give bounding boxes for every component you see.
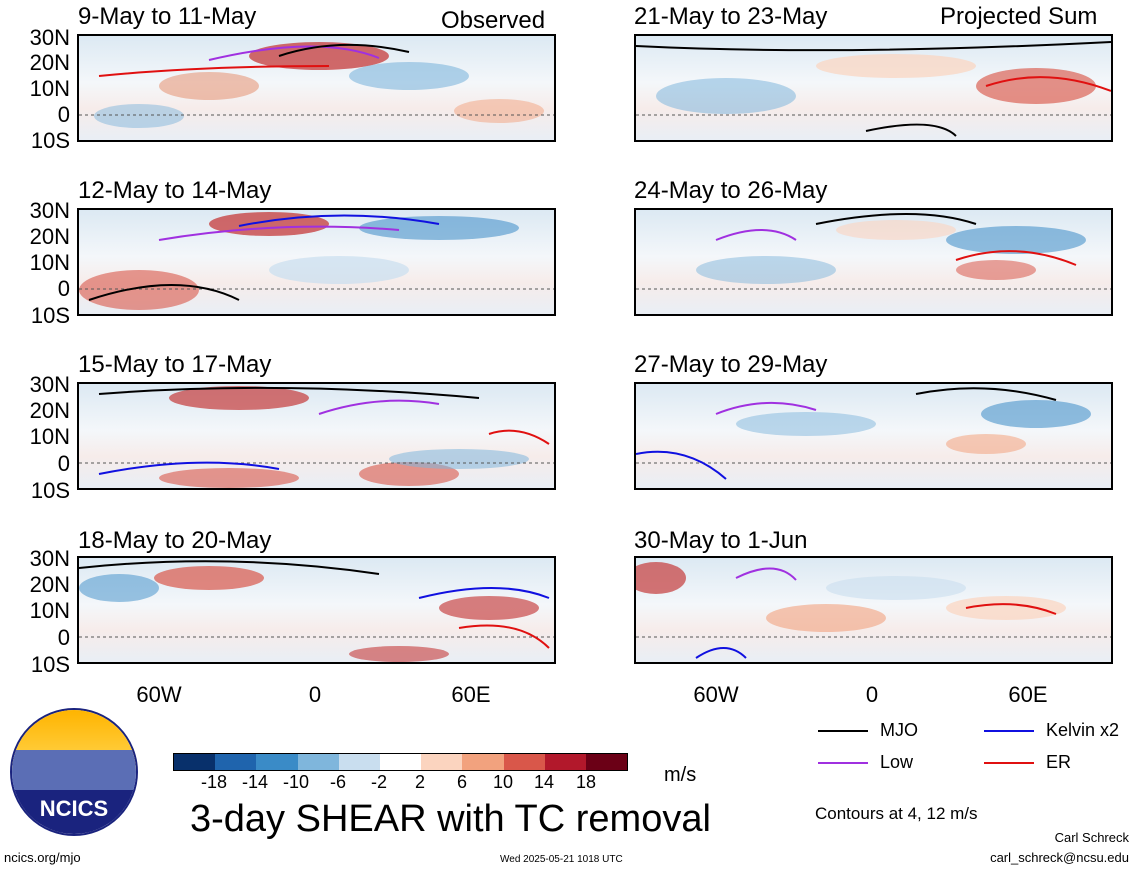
lat-label-10s: 10S	[30, 303, 70, 328]
colorbar-swatch	[544, 754, 586, 770]
colorbar-label: 10	[492, 772, 514, 792]
panel-7-overlay	[636, 387, 1111, 480]
colorbar-label: -6	[329, 772, 346, 792]
map-panel-3	[77, 382, 556, 490]
colorbar-swatch	[215, 754, 257, 770]
map-panel-6	[634, 208, 1113, 316]
lat-label-20n: 20N	[29, 398, 70, 423]
lon-label-60w: 60W	[136, 682, 182, 707]
lat-label-20n: 20N	[29, 50, 70, 75]
colorbar-swatch	[338, 754, 380, 770]
map-panel-5	[634, 34, 1113, 142]
lat-label-0: 0	[57, 451, 70, 476]
lat-label-10n: 10N	[29, 250, 70, 275]
panel-title-7: 27-May to 29-May	[634, 351, 828, 378]
legend-low-label: Low	[880, 752, 914, 772]
colorbar-swatch	[256, 754, 298, 770]
lon-label-0: 0	[865, 682, 879, 707]
colorbar-swatch	[421, 754, 463, 770]
map-panel-1	[77, 34, 556, 142]
footer-author: Carl Schreck	[1054, 830, 1129, 845]
colorbar-swatch	[585, 754, 628, 770]
panel-5-overlay	[636, 41, 1111, 137]
colorbar-swatch	[379, 754, 422, 770]
panel-6-overlay	[636, 213, 1111, 290]
colorbar-label: 6	[456, 772, 467, 792]
colorbar-label: -2	[370, 772, 387, 792]
lat-label-30n: 30N	[29, 372, 70, 397]
panel-title-8: 30-May to 1-Jun	[634, 527, 808, 554]
contour-note: Contours at 4, 12 m/s	[815, 804, 978, 823]
colorbar-labels: -18 -14 -10 -6 -2 2 6 10 14 18	[173, 772, 628, 794]
panel-3-overlay	[79, 386, 554, 488]
panel-title-6: 24-May to 26-May	[634, 177, 828, 204]
ncics-logo: NCICS	[10, 708, 138, 836]
legend-mjo-label: MJO	[880, 720, 918, 740]
lon-label-60w: 60W	[693, 682, 739, 707]
legend-kelvin-label: Kelvin x2	[1046, 720, 1120, 740]
colorbar-swatch	[462, 754, 504, 770]
panel-4-overlay	[79, 560, 554, 662]
lat-label-30n: 30N	[29, 546, 70, 571]
map-panel-7	[634, 382, 1113, 490]
footer-email[interactable]: carl_schreck@ncsu.edu	[990, 850, 1129, 865]
legend-er-line	[984, 762, 1034, 764]
lat-label-10n: 10N	[29, 598, 70, 623]
lat-label-20n: 20N	[29, 572, 70, 597]
logo-mountains	[12, 750, 136, 790]
lat-label-30n: 30N	[29, 25, 70, 50]
colorbar-label: -14	[241, 772, 268, 792]
map-panel-4	[77, 556, 556, 664]
panel-title-2: 12-May to 14-May	[78, 177, 272, 204]
colorbar-label: -10	[282, 772, 309, 792]
lat-label-10s: 10S	[30, 478, 70, 503]
colorbar-label: 18	[575, 772, 597, 792]
colorbar-swatch	[297, 754, 339, 770]
colorbar	[173, 753, 628, 771]
map-panel-8	[634, 556, 1113, 664]
lat-label-10s: 10S	[30, 652, 70, 677]
legend-low-line	[818, 762, 868, 764]
legend-kelvin-line	[984, 730, 1034, 732]
lat-label-10s: 10S	[30, 128, 70, 153]
legend-mjo-line	[818, 730, 868, 732]
projected-sum-label: Projected Sum	[940, 3, 1098, 30]
colorbar-swatch	[503, 754, 545, 770]
colorbar-label: 2	[414, 772, 425, 792]
panel-title-4: 18-May to 20-May	[78, 527, 272, 554]
lon-label-60e: 60E	[1008, 682, 1048, 707]
footer-timestamp: Wed 2025-05-21 1018 UTC	[500, 854, 623, 865]
panel-title-5: 21-May to 23-May	[634, 3, 828, 30]
colorbar-label: -18	[200, 772, 227, 792]
lat-label-20n: 20N	[29, 224, 70, 249]
lat-label-10n: 10N	[29, 76, 70, 101]
lat-label-0: 0	[57, 102, 70, 127]
panel-2-overlay	[79, 212, 554, 310]
panel-title-1: 9-May to 11-May	[78, 3, 257, 30]
footer-site-link[interactable]: ncics.org/mjo	[4, 850, 81, 865]
main-title: 3-day SHEAR with TC removal	[190, 798, 711, 840]
map-panel-2	[77, 208, 556, 316]
lat-label-30n: 30N	[29, 198, 70, 223]
logo-text: NCICS	[12, 790, 136, 834]
colorbar-units: m/s	[664, 764, 697, 786]
panel-8-overlay	[636, 562, 1111, 659]
observed-label: Observed	[441, 7, 546, 34]
colorbar-label: 14	[533, 772, 555, 792]
lon-label-0: 0	[308, 682, 322, 707]
lon-label-60e: 60E	[451, 682, 491, 707]
panel-1-overlay	[79, 42, 554, 128]
lat-label-10n: 10N	[29, 424, 70, 449]
lat-label-0: 0	[57, 625, 70, 650]
legend-er-label: ER	[1046, 752, 1072, 772]
colorbar-swatch	[174, 754, 216, 770]
panel-title-3: 15-May to 17-May	[78, 351, 272, 378]
lat-label-0: 0	[57, 276, 70, 301]
